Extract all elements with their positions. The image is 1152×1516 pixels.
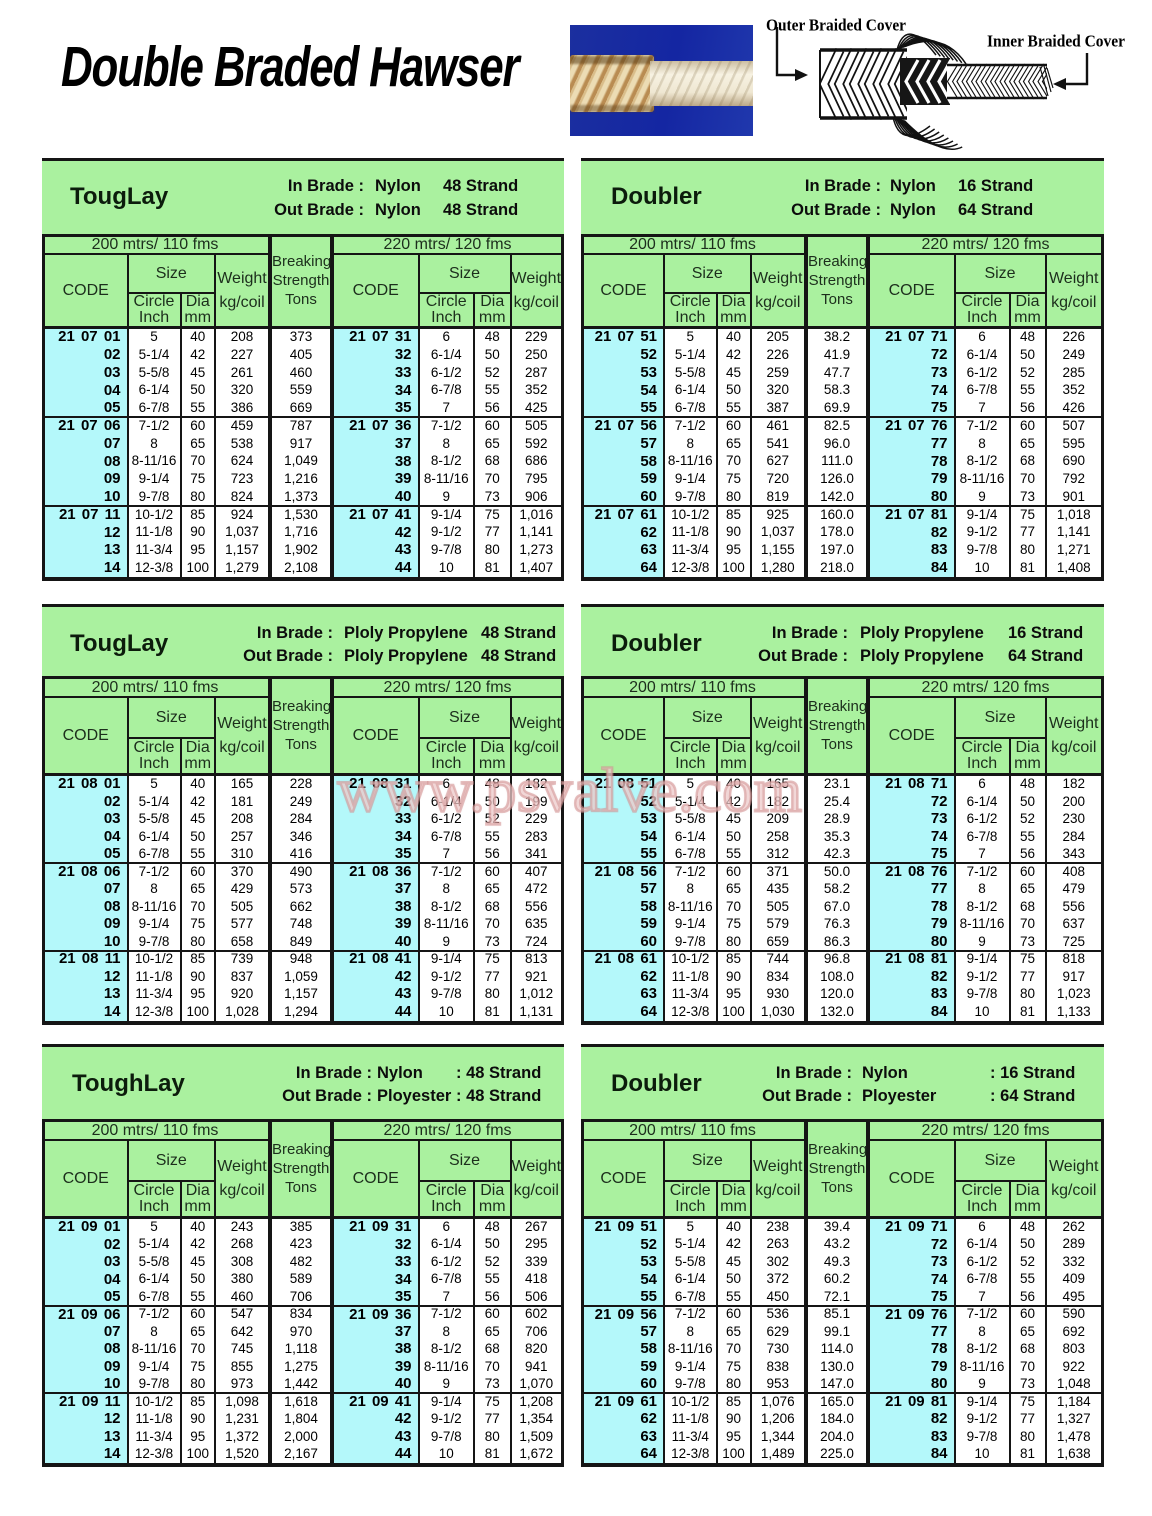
svg-text:Outer Braided Cover: Outer Braided Cover (766, 16, 906, 35)
svg-text:Inner Braided Cover: Inner Braided Cover (987, 32, 1125, 51)
